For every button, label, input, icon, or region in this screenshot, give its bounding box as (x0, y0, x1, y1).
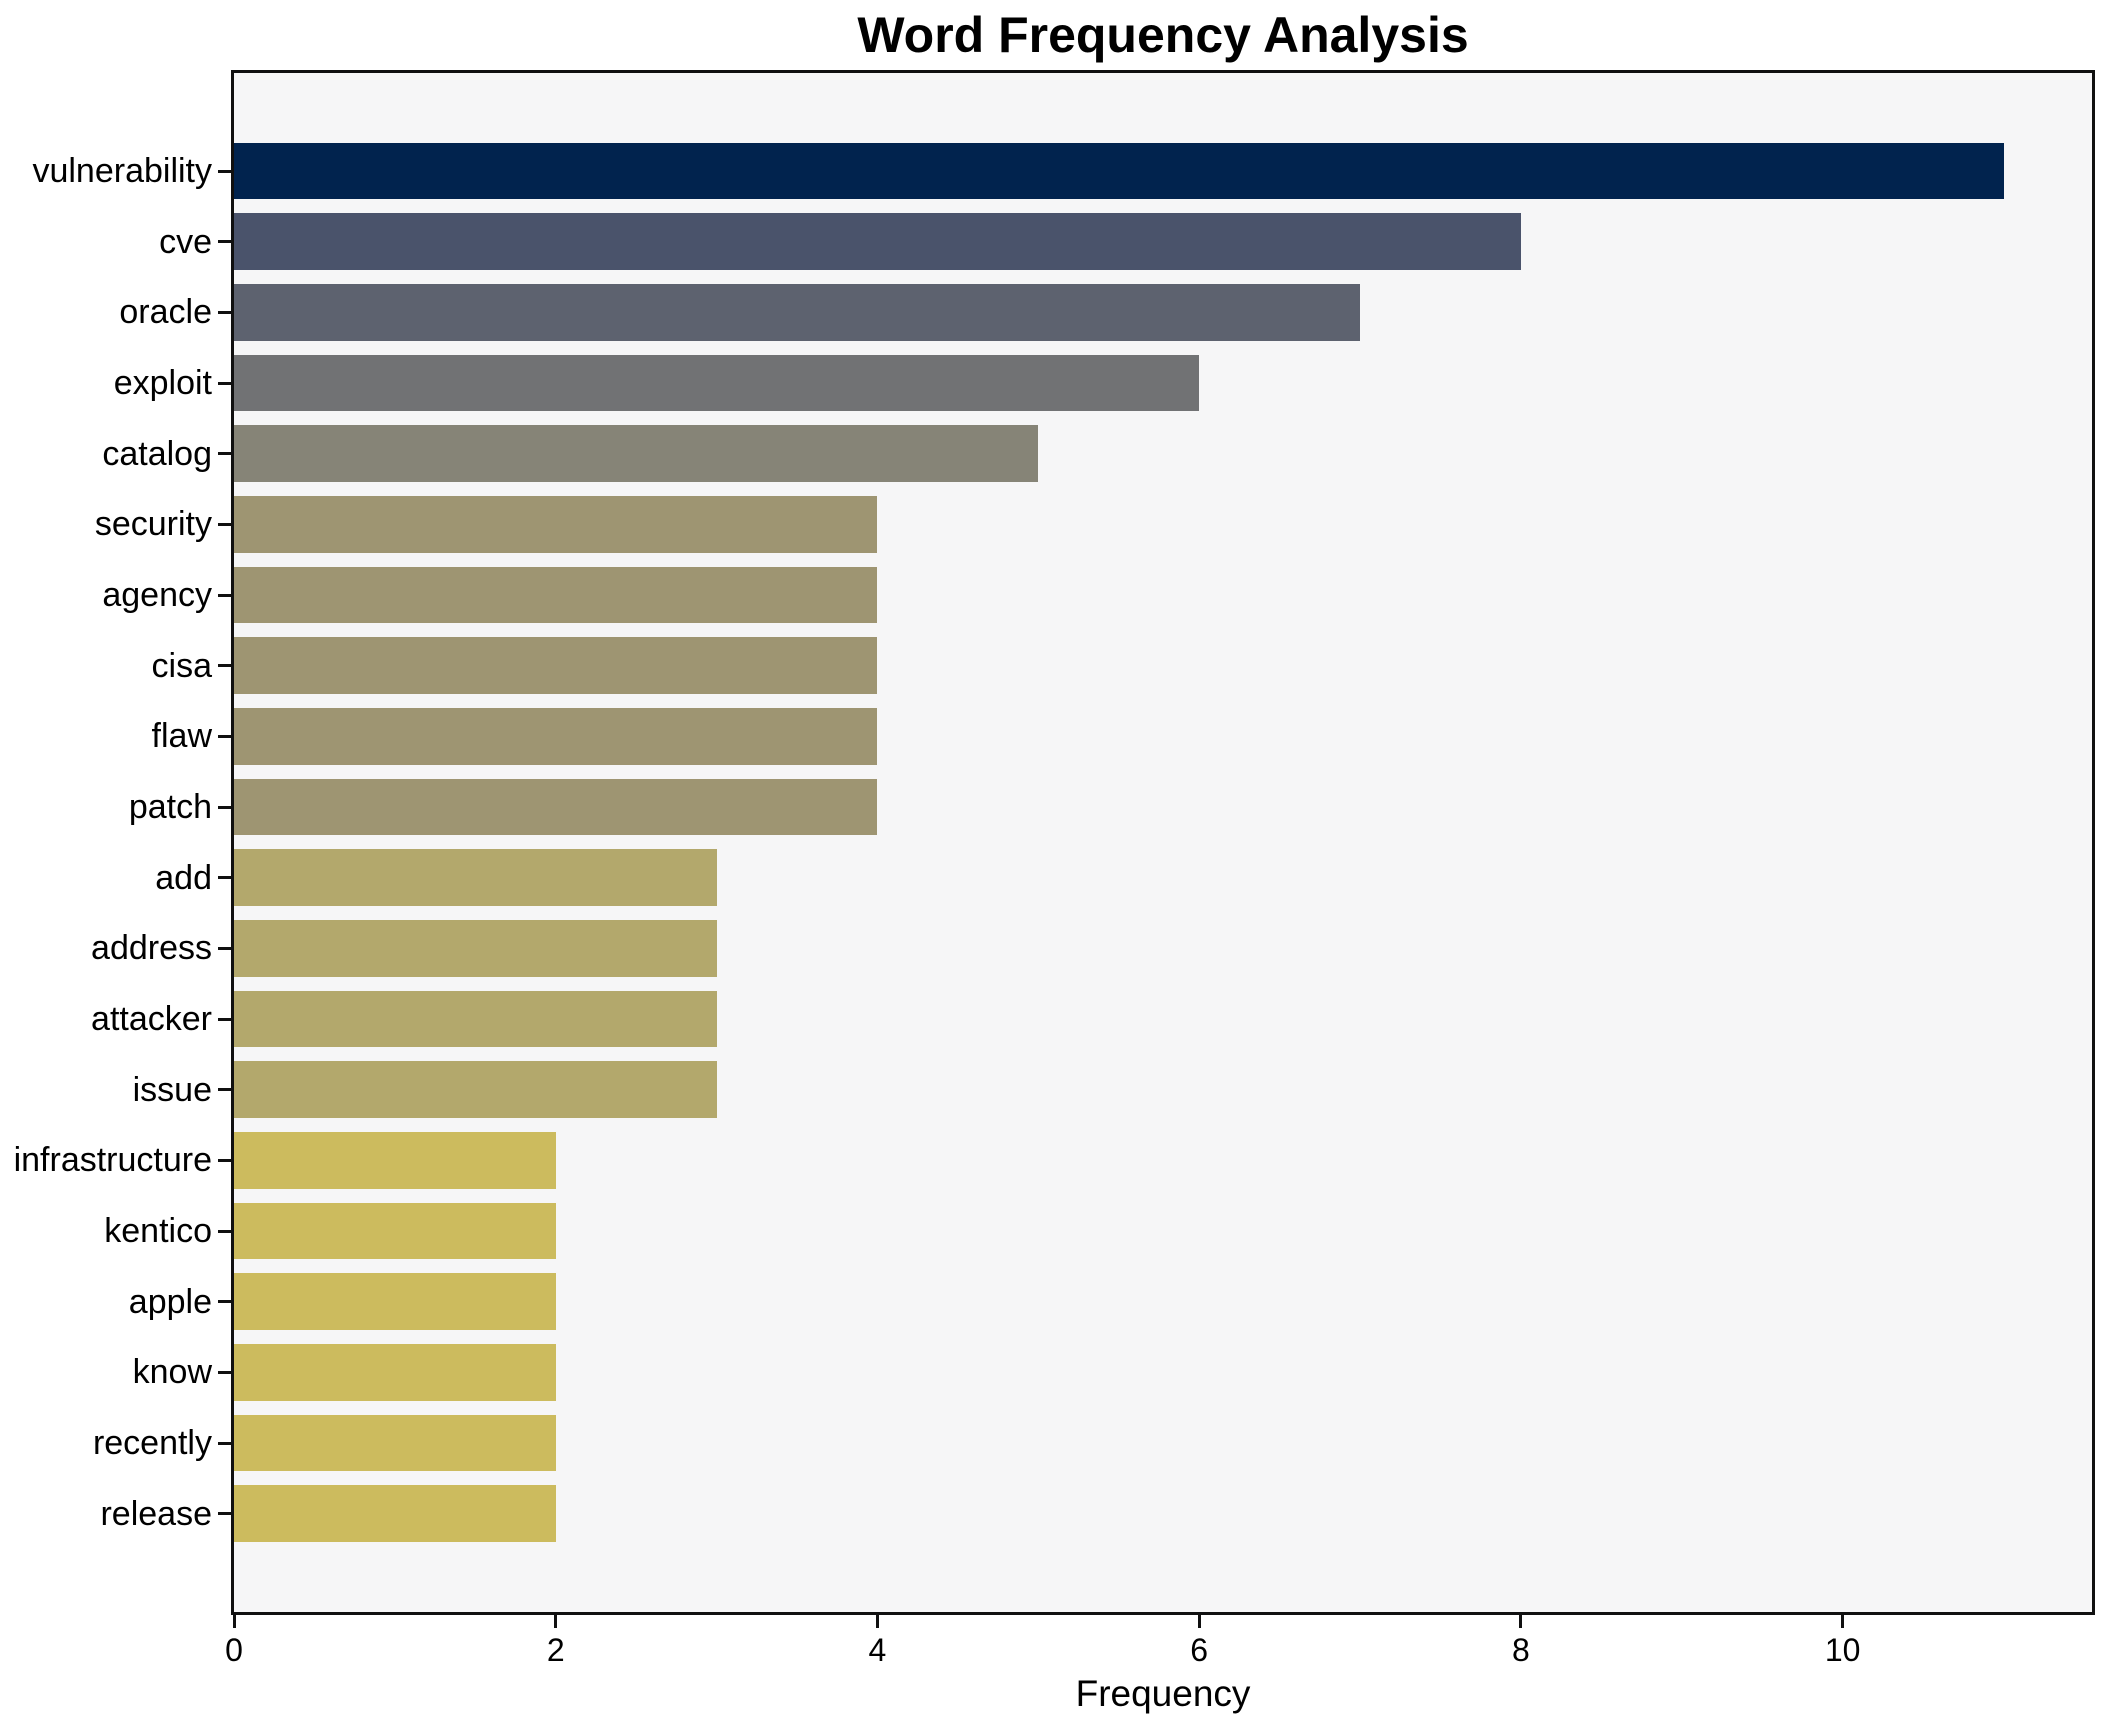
y-tick-mark-agency (218, 593, 231, 597)
y-tick-mark-exploit (218, 381, 231, 385)
y-tick-label-infrastructure: infrastructure (13, 1141, 212, 1180)
y-tick-label-release: release (100, 1494, 212, 1533)
x-tick-label-8: 8 (1512, 1632, 1530, 1668)
x-axis-label: Frequency (1075, 1673, 1251, 1714)
y-tick-label-know: know (132, 1353, 212, 1392)
x-tick-mark-2 (554, 1615, 558, 1628)
y-tick-label-vulnerability: vulnerability (32, 152, 212, 190)
bar-catalog (234, 425, 1039, 482)
bar-kentico (234, 1202, 556, 1260)
y-tick-label-security: security (94, 505, 212, 544)
y-tick-mark-add (218, 876, 231, 880)
bar-patch (234, 778, 878, 836)
y-tick-mark-infrastructure (218, 1158, 231, 1162)
y-tick-mark-recently (218, 1441, 231, 1445)
x-tick-label-10: 10 (1824, 1632, 1861, 1668)
bar-exploit (234, 354, 1200, 412)
bar-cisa (234, 637, 878, 694)
bar-agency (234, 566, 878, 624)
bar-security (234, 496, 878, 553)
y-tick-mark-attacker (218, 1017, 231, 1021)
y-tick-mark-oracle (218, 310, 231, 314)
bar-know (234, 1344, 556, 1401)
y-tick-mark-patch (218, 805, 231, 809)
y-tick-label-exploit: exploit (113, 364, 212, 402)
y-tick-mark-issue (218, 1088, 231, 1092)
y-tick-label-apple: apple (128, 1282, 212, 1321)
y-tick-label-oracle: oracle (119, 293, 212, 332)
bar-attacker (234, 990, 717, 1048)
x-tick-mark-6 (1197, 1615, 1201, 1628)
y-tick-label-kentico: kentico (104, 1212, 212, 1250)
bar-cve (234, 213, 1521, 270)
y-tick-label-recently: recently (92, 1424, 212, 1462)
bar-infrastructure (234, 1132, 556, 1189)
y-tick-label-patch: patch (128, 788, 212, 826)
x-tick-label-0: 0 (225, 1632, 243, 1668)
x-tick-mark-8 (1519, 1615, 1523, 1628)
y-tick-label-flaw: flaw (151, 717, 212, 756)
x-tick-mark-0 (232, 1615, 236, 1628)
y-tick-mark-apple (218, 1300, 231, 1304)
y-tick-mark-know (218, 1370, 231, 1374)
y-tick-mark-kentico (218, 1229, 231, 1233)
bar-release (234, 1485, 556, 1542)
y-tick-label-cve: cve (159, 222, 212, 261)
y-tick-mark-address (218, 946, 231, 950)
y-tick-label-cisa: cisa (151, 646, 212, 685)
chart-title: Word Frequency Analysis (857, 7, 1469, 63)
y-tick-label-attacker: attacker (91, 1000, 212, 1038)
y-tick-mark-release (218, 1512, 231, 1516)
x-tick-label-6: 6 (1190, 1632, 1209, 1668)
y-tick-label-agency: agency (102, 576, 212, 614)
bar-recently (234, 1414, 556, 1472)
bar-oracle (234, 284, 1361, 341)
y-tick-mark-catalog (218, 452, 231, 456)
y-tick-mark-vulnerability (218, 169, 231, 173)
bar-address (234, 920, 717, 977)
y-tick-label-add: add (155, 858, 212, 897)
y-tick-label-address: address (91, 929, 212, 968)
y-tick-label-catalog: catalog (102, 434, 212, 473)
bar-apple (234, 1273, 556, 1330)
y-tick-mark-flaw (218, 734, 231, 738)
x-tick-label-4: 4 (868, 1632, 887, 1668)
x-tick-label-2: 2 (546, 1632, 565, 1668)
x-tick-mark-4 (875, 1615, 879, 1628)
plot-area (231, 70, 2095, 1615)
y-tick-mark-cisa (218, 664, 231, 668)
y-tick-mark-cve (218, 240, 231, 244)
bar-vulnerability (234, 142, 2004, 200)
y-tick-label-issue: issue (132, 1070, 212, 1109)
x-tick-mark-10 (1841, 1615, 1845, 1628)
y-tick-mark-security (218, 522, 231, 526)
bar-flaw (234, 708, 878, 765)
bar-issue (234, 1061, 717, 1118)
bar-add (234, 849, 717, 906)
